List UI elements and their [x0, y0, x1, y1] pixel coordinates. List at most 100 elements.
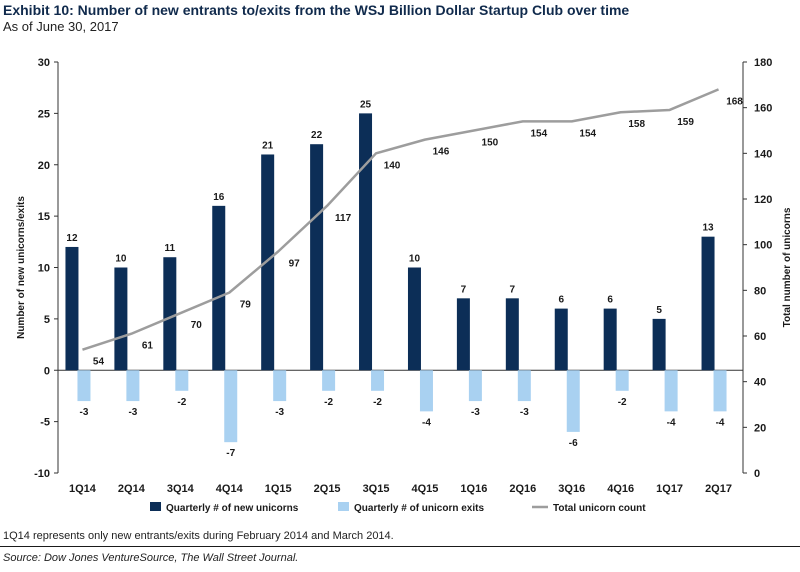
category-label: 3Q16 [558, 483, 585, 495]
unicorn-exits-label: -3 [275, 407, 284, 418]
category-label: 4Q14 [216, 483, 244, 495]
unicorn-exits-bar [126, 370, 140, 402]
unicorn-exits-bar [371, 370, 385, 391]
right-tick-label: 160 [754, 103, 772, 115]
category-label: 3Q14 [167, 483, 195, 495]
new-unicorns-label: 21 [262, 140, 274, 151]
new-unicorns-label: 10 [409, 254, 421, 265]
new-unicorns-bar [310, 144, 324, 371]
unicorn-exits-label: -3 [128, 407, 137, 418]
unicorn-exits-label: -2 [177, 397, 186, 408]
unicorn-exits-label: -4 [667, 417, 676, 428]
legend-label-unicorn-exits: Quarterly # of unicorn exits [354, 503, 484, 514]
new-unicorns-label: 11 [165, 243, 176, 254]
total-unicorn-label: 154 [579, 128, 596, 139]
footer-divider [0, 546, 800, 547]
right-tick-label: 180 [754, 57, 772, 69]
unicorn-exits-bar [615, 370, 629, 391]
unicorn-exits-label: -6 [569, 438, 578, 449]
total-unicorn-label: 146 [433, 147, 450, 158]
left-tick-label: 0 [44, 365, 50, 377]
unicorn-exits-bar [224, 370, 238, 443]
left-tick-label: -10 [34, 468, 50, 480]
new-unicorns-bar [505, 298, 519, 371]
combo-chart: -10 -5 0 5 10 15 20 25 30 0 20 40 60 80 100 120 140 160 18… [16, 57, 793, 514]
left-tick-label: 30 [38, 57, 50, 69]
unicorn-exits-bar [713, 370, 727, 412]
left-tick-label: 5 [44, 314, 50, 326]
unicorn-exits-label: -2 [618, 397, 627, 408]
category-label: 1Q14 [69, 483, 97, 495]
new-unicorns-bar [261, 154, 275, 371]
right-axis-title: Total number of unicorns [782, 207, 793, 327]
new-unicorns-label: 16 [213, 192, 225, 203]
total-unicorn-label: 79 [240, 300, 252, 311]
unicorn-exits-bar [517, 370, 531, 402]
left-axis-title: Number of new unicorns/exits [16, 196, 27, 339]
new-unicorns-label: 13 [702, 223, 714, 234]
new-unicorns-bar [456, 298, 470, 371]
unicorn-exits-bar [566, 370, 580, 432]
total-unicorn-label: 117 [335, 213, 352, 224]
unicorn-exits-label: -4 [716, 417, 725, 428]
total-unicorn-label: 154 [530, 128, 547, 139]
unicorn-exits-label: -2 [373, 397, 382, 408]
chart-subtitle: As of June 30, 2017 [3, 19, 119, 34]
unicorn-exits-bar [664, 370, 678, 412]
unicorn-exits-label: -4 [422, 417, 431, 428]
new-unicorns-bar [212, 205, 226, 371]
unicorn-exits-bar [273, 370, 287, 402]
source-note: Source: Dow Jones VentureSource, The Wal… [3, 552, 299, 564]
total-unicorn-label: 97 [289, 259, 301, 270]
total-unicorn-label: 54 [93, 357, 105, 368]
right-tick-label: 60 [754, 331, 766, 343]
unicorn-exits-bar [322, 370, 336, 391]
category-label: 4Q15 [412, 483, 439, 495]
unicorn-exits-bar [419, 370, 433, 412]
chart-title: Exhibit 10: Number of new entrants to/ex… [3, 2, 630, 18]
new-unicorns-label: 25 [360, 99, 372, 110]
total-unicorn-label: 158 [628, 119, 645, 130]
category-label: 4Q16 [607, 483, 634, 495]
right-tick-label: 100 [754, 240, 772, 252]
left-tick-label: 25 [38, 108, 50, 120]
right-tick-label: 20 [754, 422, 766, 434]
left-tick-label: -5 [40, 417, 50, 429]
legend-swatch-new-unicorns [150, 502, 161, 511]
new-unicorns-label: 22 [311, 130, 323, 141]
unicorn-exits-label: -7 [226, 448, 235, 459]
category-label: 1Q15 [265, 483, 292, 495]
left-tick-label: 15 [38, 211, 50, 223]
total-unicorn-label: 150 [482, 138, 499, 149]
new-unicorns-bar [114, 267, 128, 371]
right-tick-label: 80 [754, 285, 766, 297]
left-tick-label: 20 [38, 160, 50, 172]
category-label: 2Q16 [509, 483, 536, 495]
new-unicorns-label: 7 [510, 284, 516, 295]
unicorn-exits-bar [468, 370, 482, 402]
total-unicorn-label: 140 [384, 160, 401, 171]
left-tick-label: 10 [38, 263, 50, 275]
unicorn-exits-label: -3 [471, 407, 480, 418]
category-label: 2Q15 [314, 483, 341, 495]
footnote: 1Q14 represents only new entrants/exits … [3, 530, 394, 542]
unicorn-exits-bar [175, 370, 189, 391]
total-unicorn-label: 70 [191, 320, 203, 331]
unicorn-exits-label: -3 [80, 407, 89, 418]
category-label: 2Q14 [118, 483, 146, 495]
category-label: 1Q17 [656, 483, 683, 495]
new-unicorns-label: 6 [558, 295, 564, 306]
unicorn-exits-label: -2 [324, 397, 333, 408]
total-unicorn-line [82, 88, 720, 351]
total-unicorn-label: 61 [142, 341, 154, 352]
right-tick-label: 40 [754, 377, 766, 389]
new-unicorns-label: 5 [656, 305, 662, 316]
new-unicorns-bar [65, 246, 79, 371]
legend-label-total: Total unicorn count [553, 503, 646, 514]
new-unicorns-label: 6 [607, 295, 613, 306]
new-unicorns-bar [407, 267, 421, 371]
new-unicorns-label: 10 [115, 254, 127, 265]
new-unicorns-bar [359, 113, 373, 371]
new-unicorns-label: 12 [66, 233, 78, 244]
total-unicorn-label: 168 [726, 96, 743, 107]
